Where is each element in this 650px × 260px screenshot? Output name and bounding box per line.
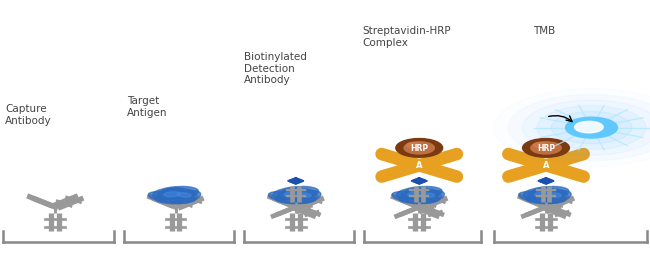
Ellipse shape	[284, 192, 301, 197]
Ellipse shape	[177, 193, 191, 197]
Ellipse shape	[421, 193, 435, 197]
Text: A: A	[543, 161, 549, 170]
Ellipse shape	[148, 191, 183, 203]
Circle shape	[523, 139, 569, 157]
Text: Capture
Antibody: Capture Antibody	[5, 104, 52, 126]
Circle shape	[407, 142, 420, 148]
Circle shape	[537, 106, 646, 150]
Text: Target
Antigen: Target Antigen	[127, 96, 167, 118]
Ellipse shape	[155, 194, 196, 204]
Text: Biotinylated
Detection
Antibody: Biotinylated Detection Antibody	[244, 52, 307, 85]
Text: HRP: HRP	[410, 144, 428, 153]
Circle shape	[396, 139, 443, 157]
Circle shape	[404, 142, 434, 154]
Ellipse shape	[396, 186, 442, 200]
Ellipse shape	[532, 188, 566, 196]
Ellipse shape	[164, 192, 181, 197]
Ellipse shape	[408, 192, 424, 197]
Polygon shape	[538, 178, 554, 184]
Circle shape	[534, 142, 547, 148]
Ellipse shape	[297, 193, 311, 197]
Ellipse shape	[523, 186, 569, 200]
Ellipse shape	[528, 188, 554, 198]
Ellipse shape	[406, 188, 439, 196]
Polygon shape	[411, 178, 427, 184]
Text: TMB: TMB	[533, 26, 555, 36]
Circle shape	[551, 112, 632, 144]
Ellipse shape	[526, 194, 566, 204]
Ellipse shape	[541, 191, 571, 203]
Ellipse shape	[268, 191, 303, 203]
Ellipse shape	[291, 191, 321, 203]
Ellipse shape	[153, 186, 198, 200]
Ellipse shape	[282, 188, 316, 196]
Ellipse shape	[278, 188, 304, 198]
Ellipse shape	[401, 188, 427, 198]
Ellipse shape	[157, 188, 183, 198]
Ellipse shape	[273, 186, 318, 200]
Circle shape	[531, 142, 561, 154]
Ellipse shape	[392, 191, 426, 203]
Text: A: A	[416, 161, 422, 170]
Circle shape	[566, 117, 618, 138]
Ellipse shape	[415, 191, 445, 203]
Ellipse shape	[276, 194, 316, 204]
Ellipse shape	[534, 192, 551, 197]
Circle shape	[575, 121, 603, 133]
Text: HRP: HRP	[537, 144, 555, 153]
Ellipse shape	[547, 193, 562, 197]
Ellipse shape	[162, 188, 196, 196]
Ellipse shape	[519, 191, 553, 203]
Text: Streptavidin-HRP
Complex: Streptavidin-HRP Complex	[363, 26, 451, 48]
Polygon shape	[288, 178, 304, 184]
Ellipse shape	[171, 191, 201, 203]
Ellipse shape	[399, 194, 439, 204]
